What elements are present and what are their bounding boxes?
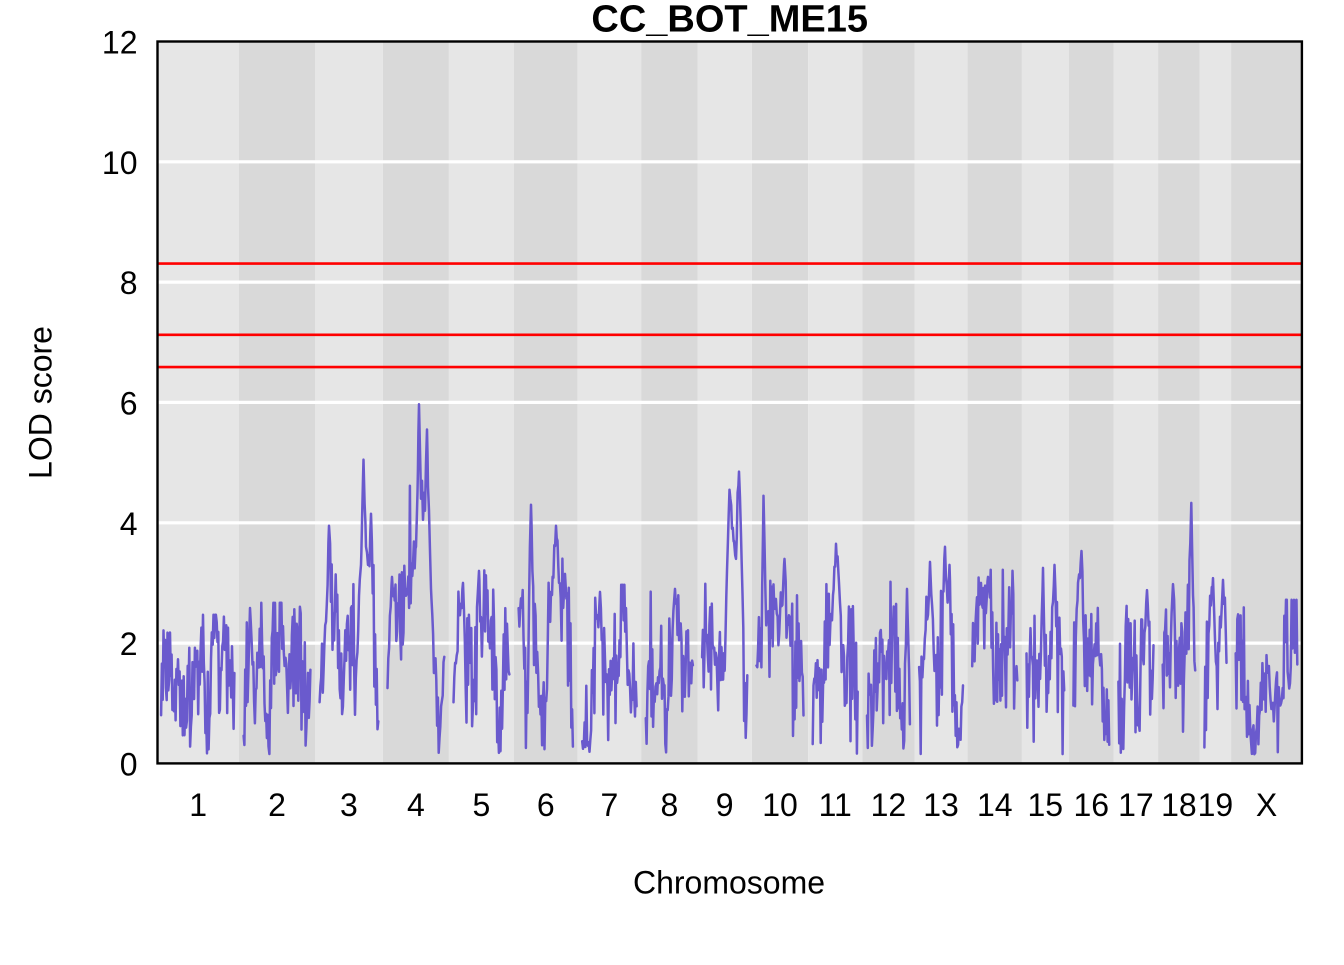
svg-text:2: 2 (120, 626, 138, 662)
svg-text:2: 2 (268, 787, 286, 823)
svg-text:4: 4 (120, 506, 138, 542)
svg-text:CC_BOT_ME15: CC_BOT_ME15 (591, 0, 868, 41)
svg-text:X: X (1256, 787, 1277, 823)
svg-text:15: 15 (1028, 787, 1064, 823)
svg-text:18: 18 (1161, 787, 1197, 823)
svg-text:3: 3 (340, 787, 358, 823)
svg-text:6: 6 (120, 385, 138, 421)
svg-text:Chromosome: Chromosome (633, 865, 825, 901)
svg-text:7: 7 (601, 787, 619, 823)
svg-text:9: 9 (716, 787, 734, 823)
svg-text:19: 19 (1198, 787, 1234, 823)
svg-text:LOD score: LOD score (23, 326, 59, 479)
svg-text:0: 0 (120, 746, 138, 782)
svg-text:11: 11 (819, 787, 852, 823)
svg-text:8: 8 (120, 265, 138, 301)
svg-text:17: 17 (1118, 787, 1154, 823)
svg-text:10: 10 (762, 787, 798, 823)
svg-text:1: 1 (189, 787, 207, 823)
svg-text:14: 14 (977, 787, 1013, 823)
svg-text:6: 6 (537, 787, 555, 823)
svg-text:12: 12 (871, 787, 907, 823)
svg-text:13: 13 (923, 787, 959, 823)
svg-text:5: 5 (473, 787, 491, 823)
svg-text:16: 16 (1074, 787, 1110, 823)
svg-text:10: 10 (102, 145, 138, 181)
svg-text:4: 4 (407, 787, 425, 823)
svg-text:12: 12 (102, 25, 138, 61)
svg-text:8: 8 (661, 787, 679, 823)
